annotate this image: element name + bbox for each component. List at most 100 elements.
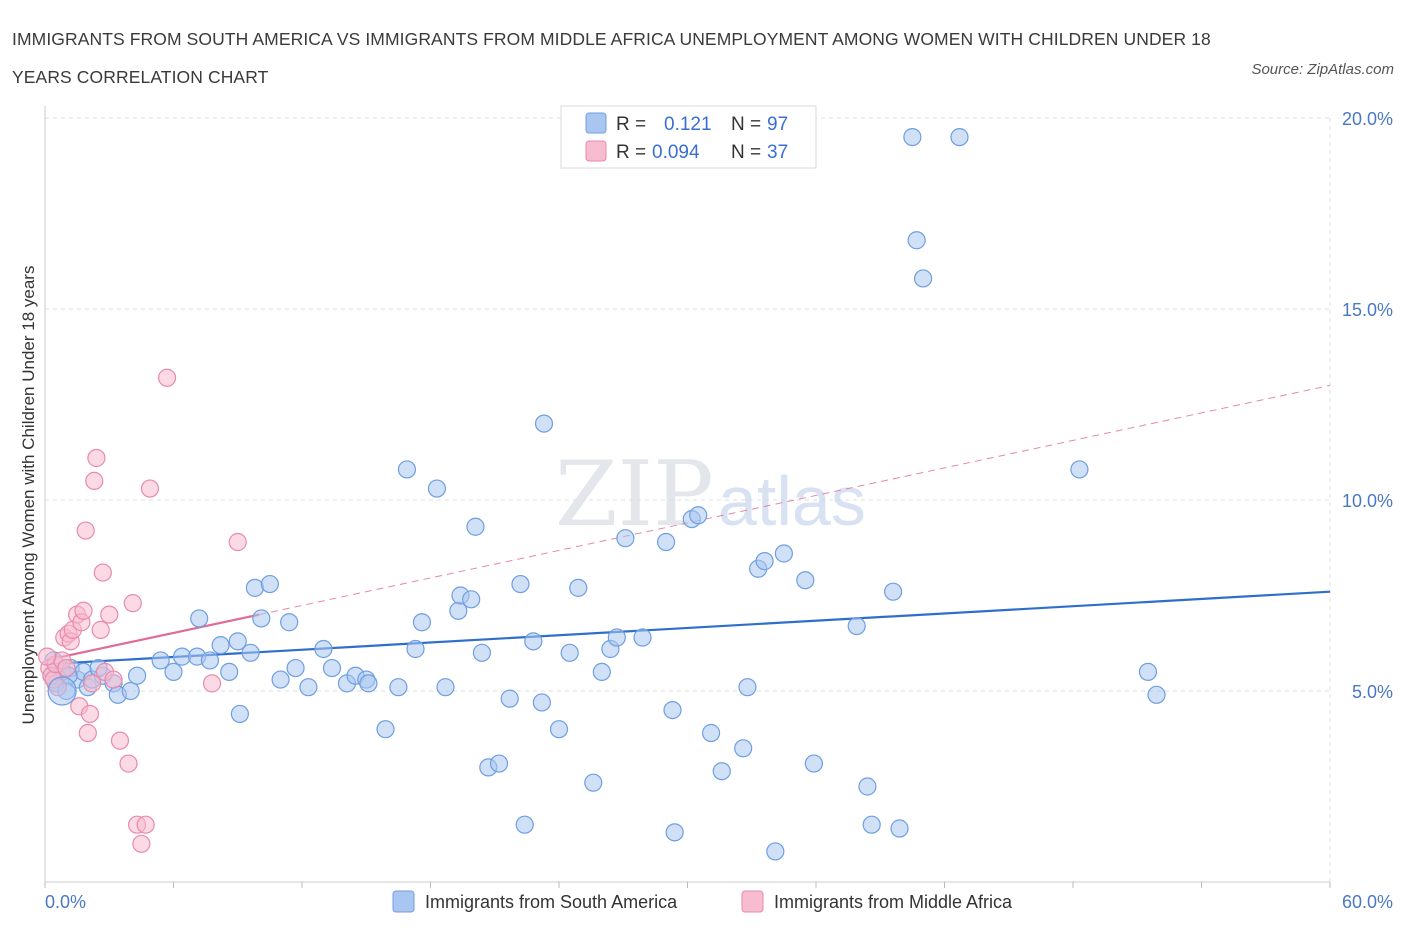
- data-point-south-america: [607, 628, 626, 647]
- series-legend-swatch-pink: [741, 890, 764, 913]
- legend-r-label-blue: R =: [616, 114, 646, 135]
- data-point-south-america: [359, 674, 378, 693]
- data-point-middle-africa: [93, 563, 112, 582]
- data-point-south-america: [406, 639, 425, 659]
- data-point-south-america: [241, 643, 260, 662]
- data-point-middle-africa: [157, 368, 177, 387]
- y-tick-label: 5.0%: [1352, 682, 1393, 702]
- data-point-south-america: [322, 658, 342, 678]
- data-point-south-america: [489, 754, 509, 773]
- chart-source: Source: ZipAtlas.com: [1251, 61, 1394, 78]
- data-point-south-america: [220, 662, 239, 682]
- data-point-south-america: [314, 639, 333, 659]
- data-point-south-america: [913, 269, 933, 288]
- data-point-south-america: [260, 574, 279, 594]
- data-point-south-america: [280, 613, 299, 632]
- correlation-legend: R = 0.121 N = 97 R = 0.094 N = 37: [560, 105, 817, 169]
- data-point-south-america: [858, 777, 877, 796]
- data-point-south-america: [164, 662, 183, 682]
- data-point-south-america: [151, 651, 170, 670]
- data-point-south-america: [389, 678, 408, 697]
- data-point-south-america: [592, 662, 611, 682]
- data-point-south-america: [903, 128, 922, 147]
- data-point-south-america: [616, 529, 635, 548]
- data-point-south-america: [1147, 685, 1166, 704]
- data-point-middle-africa: [123, 594, 142, 613]
- data-point-south-america: [950, 128, 969, 147]
- legend-swatch-pink: [585, 140, 607, 162]
- data-point-middle-africa: [140, 479, 160, 498]
- chart-title: IMMIGRANTS FROM SOUTH AMERICA VS IMMIGRA…: [12, 29, 1211, 87]
- data-point-south-america: [656, 532, 676, 552]
- data-point-south-america: [500, 689, 519, 708]
- y-tick-label: 15.0%: [1342, 300, 1393, 320]
- data-point-south-america: [774, 544, 793, 563]
- data-point-south-america: [286, 658, 305, 678]
- data-point-south-america: [466, 517, 485, 536]
- data-point-middle-africa: [119, 754, 138, 773]
- data-point-south-america: [701, 723, 721, 743]
- data-point-south-america: [755, 552, 774, 571]
- data-points: [38, 128, 1166, 861]
- data-point-south-america: [472, 643, 491, 662]
- y-tick-label: 20.0%: [1342, 109, 1393, 129]
- data-point-middle-africa: [104, 670, 123, 689]
- x-tick-label: 0.0%: [45, 892, 86, 912]
- data-point-south-america: [271, 670, 290, 689]
- data-point-south-america: [121, 681, 140, 701]
- data-point-south-america: [862, 815, 881, 834]
- data-point-south-america: [47, 676, 77, 706]
- series-legend-label-pink: Immigrants from Middle Africa: [774, 892, 1013, 912]
- watermark-zip: ZIP: [555, 442, 714, 547]
- data-point-south-america: [804, 754, 823, 773]
- data-point-south-america: [532, 693, 551, 712]
- data-point-south-america: [127, 666, 147, 685]
- data-point-south-america: [228, 632, 247, 651]
- data-point-south-america: [1070, 460, 1089, 479]
- data-point-south-america: [299, 678, 318, 697]
- data-point-south-america: [766, 842, 785, 861]
- data-point-south-america: [689, 506, 708, 525]
- data-point-south-america: [245, 578, 264, 597]
- tick-labels: 5.0% 10.0% 15.0% 20.0% 0.0% 60.0%: [45, 109, 1393, 912]
- data-point-middle-africa: [91, 620, 110, 639]
- trend-line-pink: [44, 613, 260, 662]
- data-point-south-america: [847, 616, 866, 636]
- x-tick-label: 60.0%: [1342, 892, 1393, 912]
- data-point-middle-africa: [110, 731, 130, 750]
- data-point-south-america: [190, 609, 209, 628]
- data-point-south-america: [462, 590, 481, 609]
- legend-r-label-pink: R =: [616, 142, 646, 163]
- y-tick-label: 10.0%: [1342, 491, 1393, 511]
- data-point-south-america: [712, 762, 731, 781]
- series-legend: Immigrants from South America Immigrants…: [392, 890, 1013, 913]
- trend-line-blue: [44, 590, 1331, 666]
- legend-n-label-pink: N =: [731, 142, 761, 163]
- data-point-middle-africa: [83, 674, 102, 693]
- data-point-middle-africa: [132, 834, 151, 853]
- legend-n-label-blue: N =: [731, 114, 761, 135]
- data-point-middle-africa: [78, 723, 97, 743]
- legend-n-value-blue: 97: [767, 114, 788, 135]
- data-point-south-america: [907, 231, 926, 250]
- series-legend-label-blue: Immigrants from South America: [425, 892, 678, 912]
- data-point-south-america: [633, 628, 652, 647]
- data-point-south-america: [665, 823, 684, 842]
- data-point-south-america: [436, 678, 455, 697]
- data-point-south-america: [427, 479, 447, 498]
- data-point-middle-africa: [136, 815, 155, 834]
- y-axis-label: Unemployment Among Women with Children U…: [19, 266, 38, 725]
- legend-r-value-pink: 0.094: [652, 142, 700, 163]
- data-point-south-america: [890, 819, 909, 838]
- data-point-south-america: [734, 739, 753, 758]
- legend-r-value-blue: 0.121: [664, 114, 712, 135]
- data-point-middle-africa: [57, 658, 76, 678]
- data-point-south-america: [569, 578, 588, 597]
- data-point-south-america: [524, 632, 543, 651]
- data-point-south-america: [397, 460, 417, 479]
- legend-n-value-pink: 37: [767, 142, 788, 163]
- legend-swatch-blue: [585, 112, 607, 134]
- data-point-south-america: [211, 636, 230, 655]
- data-point-middle-africa: [76, 521, 95, 540]
